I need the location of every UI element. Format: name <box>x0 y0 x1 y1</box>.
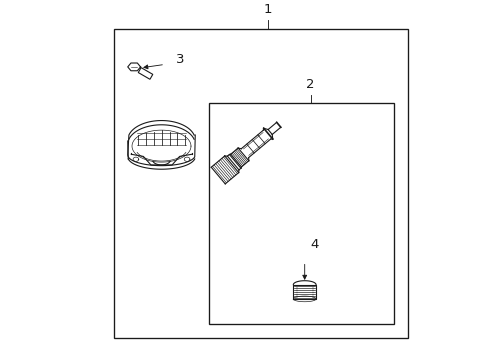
Bar <box>209 103 394 324</box>
Bar <box>114 29 409 338</box>
Text: 2: 2 <box>306 78 315 91</box>
Text: 1: 1 <box>264 4 272 17</box>
Text: 3: 3 <box>176 53 184 66</box>
Text: 4: 4 <box>310 238 318 251</box>
